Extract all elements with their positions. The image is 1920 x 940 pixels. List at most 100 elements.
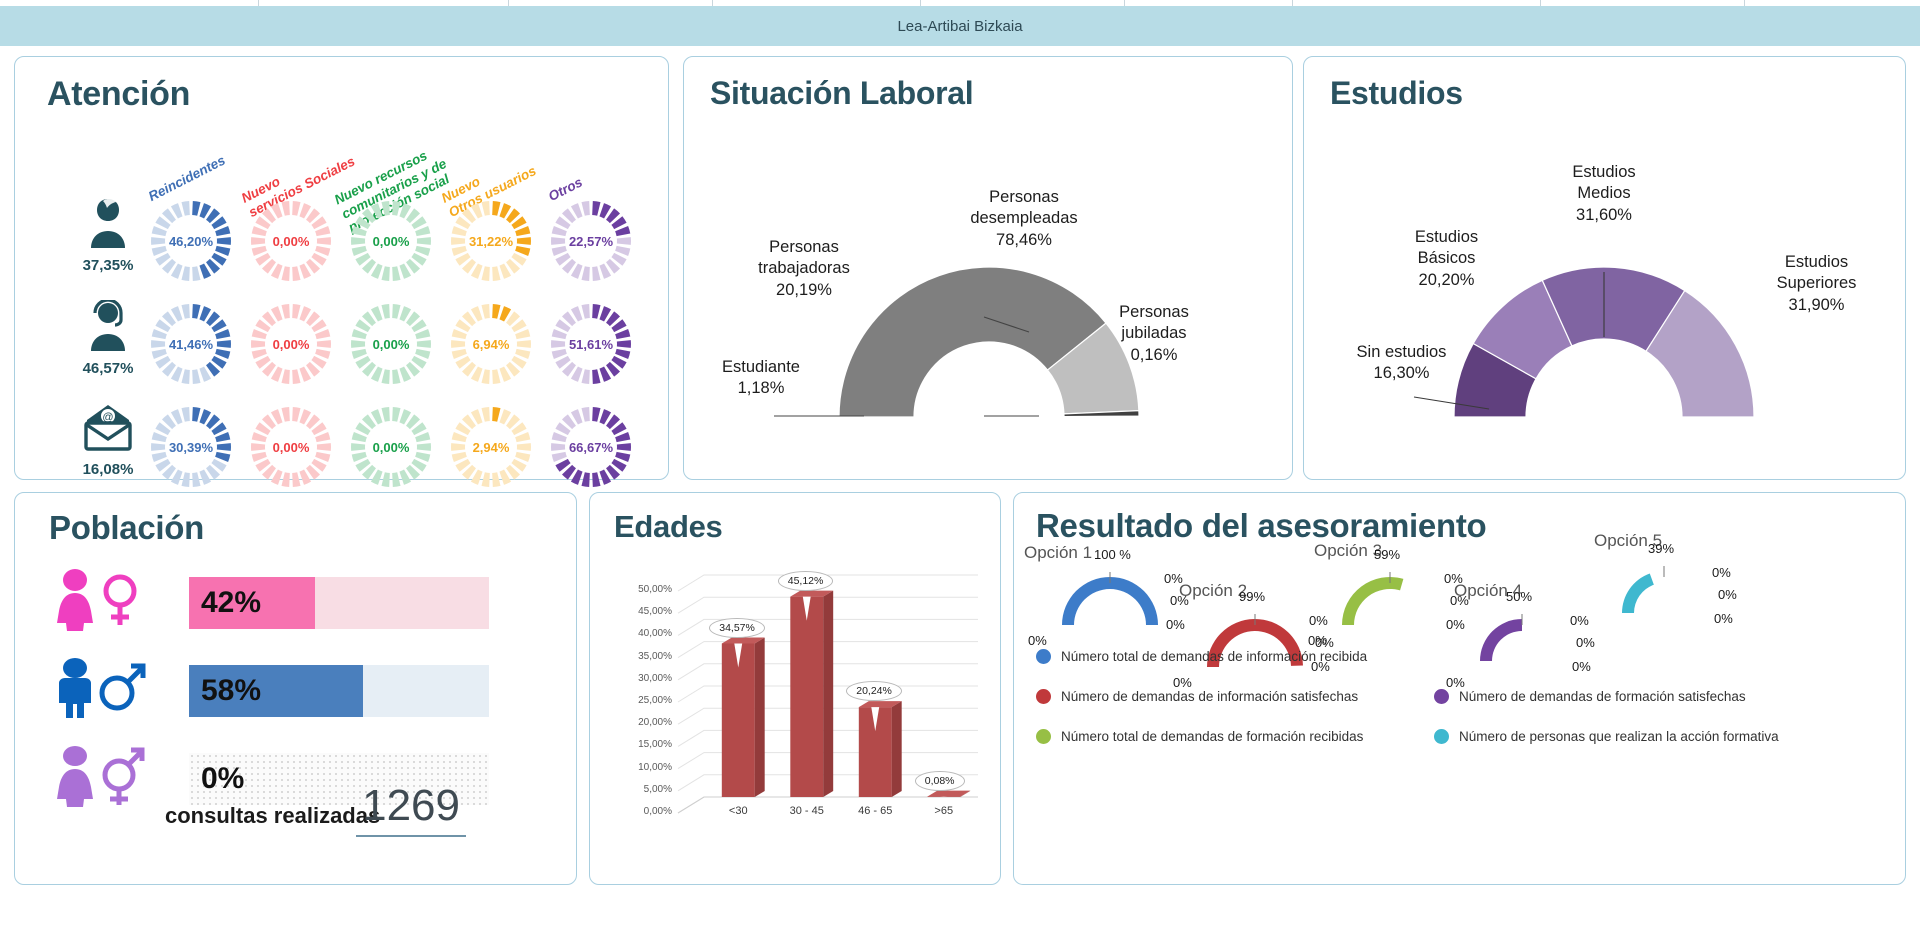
edades-y-tick: 35,00% bbox=[638, 650, 672, 662]
gauge-other-value: 0% bbox=[1311, 659, 1330, 674]
panel-edades-title: Edades bbox=[614, 509, 723, 544]
gauge-5 bbox=[1614, 563, 1714, 628]
label-estudios-superiores: Estudios Superiores 31,90% bbox=[1776, 253, 1857, 314]
legend-label: Número de demandas de formación satisfec… bbox=[1459, 689, 1746, 704]
panel-atencion-title: Atención bbox=[47, 75, 191, 113]
panel-estudios-title: Estudios bbox=[1330, 75, 1463, 111]
label-estudios-medios: Estudios Medios 31,60% bbox=[1572, 163, 1636, 224]
gauge-other-value: 0% bbox=[1576, 635, 1595, 650]
estudios-chart: Estudios Medios 31,60% Estudios Superiores 31… bbox=[1304, 127, 1907, 467]
estudios-half-donut bbox=[1413, 266, 1755, 418]
legend-label: Número de demandas de información satisf… bbox=[1061, 689, 1359, 704]
gauge-2 bbox=[1199, 611, 1311, 682]
atencion-donut: 0,00% bbox=[349, 302, 433, 386]
atencion-donut-value: 31,22% bbox=[468, 233, 514, 249]
headset-agent-icon bbox=[65, 298, 151, 357]
gauge-title: Opción 1 bbox=[1024, 543, 1093, 562]
legend-label: Número total de demandas de formación re… bbox=[1061, 729, 1364, 744]
atencion-row: 37,35% 46,20% 0,00% 0,00% 31,22% 22,57% bbox=[39, 197, 659, 300]
edades-x-tick: >65 bbox=[934, 805, 954, 817]
gauge-other-value: 0% bbox=[1718, 587, 1737, 602]
label-jubiladas: Personas jubiladas 0,16% bbox=[1119, 303, 1189, 364]
edades-y-tick: 5,00% bbox=[643, 783, 672, 795]
atencion-row-channel: 46,57% bbox=[65, 298, 151, 377]
edades-x-tick: <30 bbox=[728, 805, 748, 817]
consultas-value: 1269 bbox=[356, 781, 466, 837]
legend-color-dot bbox=[1036, 729, 1051, 744]
legend-color-dot bbox=[1036, 689, 1051, 704]
atencion-donut-value: 22,57% bbox=[568, 233, 614, 249]
atencion-donut: 66,67% bbox=[549, 405, 633, 489]
atencion-donut-value: 2,94% bbox=[472, 439, 510, 455]
legend-label: Número de personas que realizan la acció… bbox=[1459, 729, 1779, 744]
atencion-donut: 46,20% bbox=[149, 199, 233, 283]
edades-data-label: 20,24% bbox=[846, 681, 902, 702]
legend-item: Número total de demandas de formación re… bbox=[1036, 729, 1363, 744]
poblacion-bar-value: 42% bbox=[201, 586, 262, 619]
poblacion-row: 58% bbox=[49, 657, 549, 731]
panel-situacion-laboral: Situación Laboral Personas desempleadas 78… bbox=[683, 56, 1293, 480]
poblacion-row: 42% bbox=[49, 569, 549, 643]
atencion-donut: 0,00% bbox=[249, 302, 333, 386]
poblacion-bar: 0% bbox=[189, 753, 489, 805]
atencion-donut-value: 0,00% bbox=[272, 233, 310, 249]
female-figure-icon bbox=[49, 569, 149, 636]
atencion-donut-value: 0,00% bbox=[272, 336, 310, 352]
atencion-donut: 31,22% bbox=[449, 199, 533, 283]
legend-color-dot bbox=[1434, 729, 1449, 744]
atencion-donut: 0,00% bbox=[249, 199, 333, 283]
panel-resultado-asesoramiento: Resultado del asesoramiento Opción 1 100 … bbox=[1013, 492, 1906, 885]
atencion-donut: 51,61% bbox=[549, 302, 633, 386]
gauge-other-value: 0% bbox=[1173, 675, 1192, 690]
dashboard-title: Lea-Artibai Bizkaia bbox=[897, 17, 1023, 35]
gauge-main-value: 100 % bbox=[1094, 547, 1131, 562]
dashboard-header: Lea-Artibai Bizkaia bbox=[0, 6, 1920, 46]
nonbinary-figure-icon bbox=[49, 745, 149, 812]
atencion-donut-value: 66,67% bbox=[568, 439, 614, 455]
panel-edades: Edades 0,00% 5,00% 10,00% 15,00% 20,00% 25,00… bbox=[589, 492, 1001, 885]
poblacion-row: 0% bbox=[49, 745, 549, 819]
gauge-title: Opción 4 bbox=[1454, 581, 1523, 600]
gauge-other-value: 0% bbox=[1028, 633, 1047, 648]
svg-text:@: @ bbox=[102, 412, 113, 424]
gauge-other-value: 0% bbox=[1450, 593, 1469, 608]
gauge-other-value: 0% bbox=[1446, 617, 1465, 632]
edades-y-tick: 25,00% bbox=[638, 695, 672, 706]
gauge-title: Opción 5 bbox=[1594, 531, 1663, 550]
atencion-row-total: 37,35% bbox=[82, 257, 134, 274]
gauge-other-value: 0% bbox=[1164, 571, 1183, 586]
legend-color-dot bbox=[1434, 689, 1449, 704]
laboral-chart: Personas desempleadas 78,46% Personas trabaj… bbox=[684, 127, 1294, 467]
atencion-column-headers: Reincidentes Nuevo servicios Sociales Nuevo… bbox=[145, 137, 665, 235]
atencion-donut: 30,39% bbox=[149, 405, 233, 489]
gauge-other-value: 0% bbox=[1446, 675, 1465, 690]
gauge-other-value: 0% bbox=[1712, 565, 1731, 580]
gauge-1 bbox=[1054, 569, 1166, 640]
gauge-other-value: 0% bbox=[1308, 633, 1327, 648]
atencion-donut: 41,46% bbox=[149, 302, 233, 386]
atencion-row: @16,08% 30,39% 0,00% 0,00% 2,94% 66,67% bbox=[39, 403, 659, 506]
gauge-other-value: 0% bbox=[1444, 571, 1463, 586]
atencion-row-total: 16,08% bbox=[82, 461, 134, 478]
poblacion-bar-value: 58% bbox=[201, 674, 262, 707]
panel-estudios: Estudios Estudios Medios 31,60% Estudios Sup… bbox=[1303, 56, 1906, 480]
label-trabajadoras: Personas trabajadoras 20,19% bbox=[758, 238, 850, 299]
atencion-donut-value: 51,61% bbox=[568, 336, 614, 352]
atencion-donut: 0,00% bbox=[349, 405, 433, 489]
male-figure-icon bbox=[49, 657, 149, 724]
email-envelope-icon: @ bbox=[65, 403, 151, 458]
window-top-grid bbox=[0, 0, 1920, 6]
label-estudios-basicos: Estudios Básicos 20,20% bbox=[1414, 228, 1479, 289]
edades-y-tick: 10,00% bbox=[638, 761, 672, 773]
edades-x-tick: 30 - 45 bbox=[789, 805, 824, 817]
edades-y-tick: 15,00% bbox=[638, 739, 672, 751]
edades-chart-svg bbox=[677, 574, 978, 814]
atencion-row-channel: 37,35% bbox=[65, 197, 151, 274]
atencion-donut: 22,57% bbox=[549, 199, 633, 283]
legend-item: Número de demandas de formación satisfec… bbox=[1434, 689, 1746, 704]
poblacion-bar: 58% bbox=[189, 665, 489, 717]
panel-resultado-title: Resultado del asesoramiento bbox=[1036, 507, 1487, 544]
gauge-title: Opción 2 bbox=[1179, 581, 1248, 600]
atencion-donut-value: 6,94% bbox=[472, 336, 510, 352]
gauge-main-value: 59% bbox=[1374, 547, 1401, 562]
